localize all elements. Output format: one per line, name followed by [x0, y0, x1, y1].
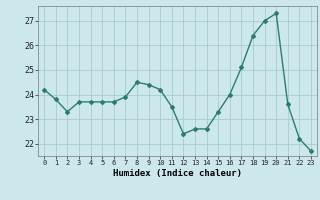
X-axis label: Humidex (Indice chaleur): Humidex (Indice chaleur)	[113, 169, 242, 178]
